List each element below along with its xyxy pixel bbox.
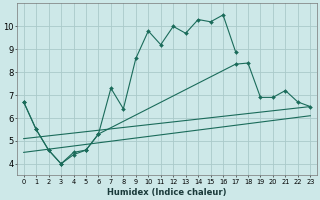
X-axis label: Humidex (Indice chaleur): Humidex (Indice chaleur) bbox=[107, 188, 227, 197]
